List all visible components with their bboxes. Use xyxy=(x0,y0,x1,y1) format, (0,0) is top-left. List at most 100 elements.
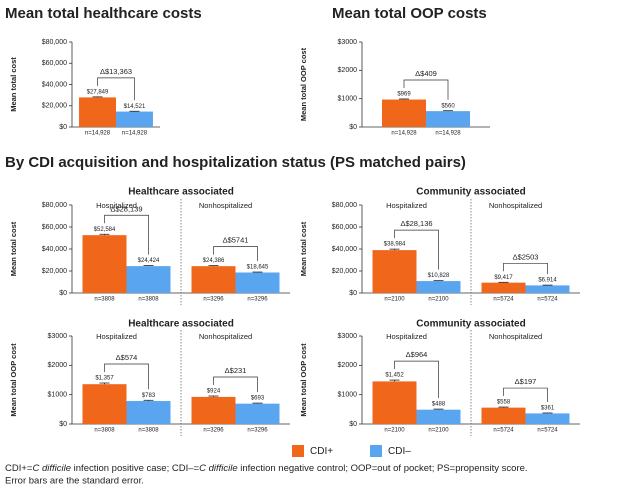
bar xyxy=(82,384,127,424)
legend-swatch xyxy=(370,445,382,457)
delta-label: Δ$409 xyxy=(415,69,437,78)
n-label: n=5724 xyxy=(537,428,558,434)
y-tick-label: $1000 xyxy=(338,392,358,399)
value-label: $18,645 xyxy=(247,265,269,271)
n-label: n=14,928 xyxy=(85,131,111,137)
bar xyxy=(116,111,153,127)
n-label: n=2100 xyxy=(384,428,405,434)
bar xyxy=(82,235,127,293)
delta-bracket xyxy=(394,229,439,270)
bar xyxy=(126,266,171,293)
bar xyxy=(126,401,171,424)
legend-label: CDI– xyxy=(388,446,411,457)
group-label: Nonhospitalized xyxy=(199,332,252,341)
chart-title: Healthcare associated xyxy=(128,187,234,198)
chart-title: Mean total OOP costs xyxy=(332,5,487,22)
chart-title: Community associated xyxy=(416,319,525,330)
bar xyxy=(525,285,570,293)
delta-bracket xyxy=(503,387,548,402)
y-tick-label: $20,000 xyxy=(42,103,67,110)
n-label: n=3296 xyxy=(203,297,224,303)
n-label: n=2100 xyxy=(384,297,405,303)
y-axis-label: Mean total cost xyxy=(9,57,18,112)
y-tick-label: $0 xyxy=(59,421,67,428)
n-label: n=3296 xyxy=(247,428,268,434)
value-label: $52,584 xyxy=(94,227,116,233)
value-label: $9,417 xyxy=(494,275,513,281)
chart-title: Mean total healthcare costs xyxy=(5,5,202,22)
value-label: $27,849 xyxy=(87,89,109,95)
y-tick-label: $1000 xyxy=(338,96,358,103)
y-tick-label: $80,000 xyxy=(332,202,357,209)
value-label: $38,984 xyxy=(384,242,406,248)
section-title: By CDI acquisition and hospitalization s… xyxy=(5,154,466,171)
footnote: CDI+=C difficile infection positive case… xyxy=(5,463,528,474)
y-tick-label: $80,000 xyxy=(42,202,67,209)
y-tick-label: $0 xyxy=(349,124,357,131)
y-tick-label: $60,000 xyxy=(42,224,67,231)
value-label: $783 xyxy=(142,393,156,399)
y-tick-label: $80,000 xyxy=(42,39,67,46)
legend-label: CDI+ xyxy=(310,446,333,457)
y-tick-label: $2000 xyxy=(48,362,68,369)
group-label: Hospitalized xyxy=(96,201,137,210)
footnote: Error bars are the standard error. xyxy=(5,476,144,487)
bar xyxy=(235,403,280,424)
footnote-part: C difficile xyxy=(199,463,238,474)
value-label: $1,452 xyxy=(385,373,404,379)
y-axis-label: Mean total cost xyxy=(299,221,308,276)
y-tick-label: $40,000 xyxy=(332,246,357,253)
delta-bracket xyxy=(104,214,149,255)
y-axis-label: Mean total OOP cost xyxy=(299,343,308,417)
y-tick-label: $20,000 xyxy=(332,268,357,275)
value-label: $560 xyxy=(441,103,455,109)
group-label: Hospitalized xyxy=(386,332,427,341)
value-label: $14,521 xyxy=(124,104,146,110)
n-label: n=5724 xyxy=(537,297,558,303)
bar xyxy=(372,250,417,293)
bar xyxy=(416,281,461,293)
y-tick-label: $0 xyxy=(349,421,357,428)
group-label: Hospitalized xyxy=(96,332,137,341)
chart-title: Community associated xyxy=(416,187,525,198)
footnote-part: infection negative control; OOP=out of p… xyxy=(238,463,528,474)
y-tick-label: $3000 xyxy=(338,333,358,340)
n-label: n=2100 xyxy=(428,428,449,434)
footnote-part: infection positive case; CDI–= xyxy=(71,463,200,474)
footnote-part: CDI+= xyxy=(5,463,33,474)
y-tick-label: $0 xyxy=(59,124,67,131)
footnote-part: C difficile xyxy=(32,463,71,474)
delta-label: Δ$964 xyxy=(406,350,428,359)
n-label: n=3808 xyxy=(138,428,159,434)
bar xyxy=(481,282,526,293)
delta-label: Δ$5741 xyxy=(223,236,249,245)
delta-label: Δ$197 xyxy=(515,377,537,386)
n-label: n=14,928 xyxy=(435,131,461,137)
delta-label: Δ$574 xyxy=(116,353,138,362)
value-label: $969 xyxy=(397,92,411,98)
chart-title: Healthcare associated xyxy=(128,319,234,330)
y-tick-label: $3000 xyxy=(338,39,358,46)
delta-label: Δ$231 xyxy=(225,366,247,375)
y-tick-label: $60,000 xyxy=(42,60,67,67)
bar xyxy=(191,266,236,293)
group-label: Nonhospitalized xyxy=(489,332,542,341)
value-label: $24,424 xyxy=(138,258,160,264)
bar xyxy=(426,111,470,127)
value-label: $488 xyxy=(432,402,446,408)
value-label: $693 xyxy=(251,396,265,402)
n-label: n=3296 xyxy=(203,428,224,434)
value-label: $558 xyxy=(497,400,511,406)
bar xyxy=(79,97,116,127)
y-tick-label: $2000 xyxy=(338,67,358,74)
delta-bracket xyxy=(394,360,439,399)
delta-label: Δ$28,139 xyxy=(110,204,142,213)
bar xyxy=(191,396,236,424)
y-tick-label: $2000 xyxy=(338,362,358,369)
delta-bracket xyxy=(503,262,548,275)
n-label: n=5724 xyxy=(493,428,514,434)
legend-swatch xyxy=(292,445,304,457)
y-tick-label: $1000 xyxy=(48,392,68,399)
value-label: $361 xyxy=(541,406,555,412)
